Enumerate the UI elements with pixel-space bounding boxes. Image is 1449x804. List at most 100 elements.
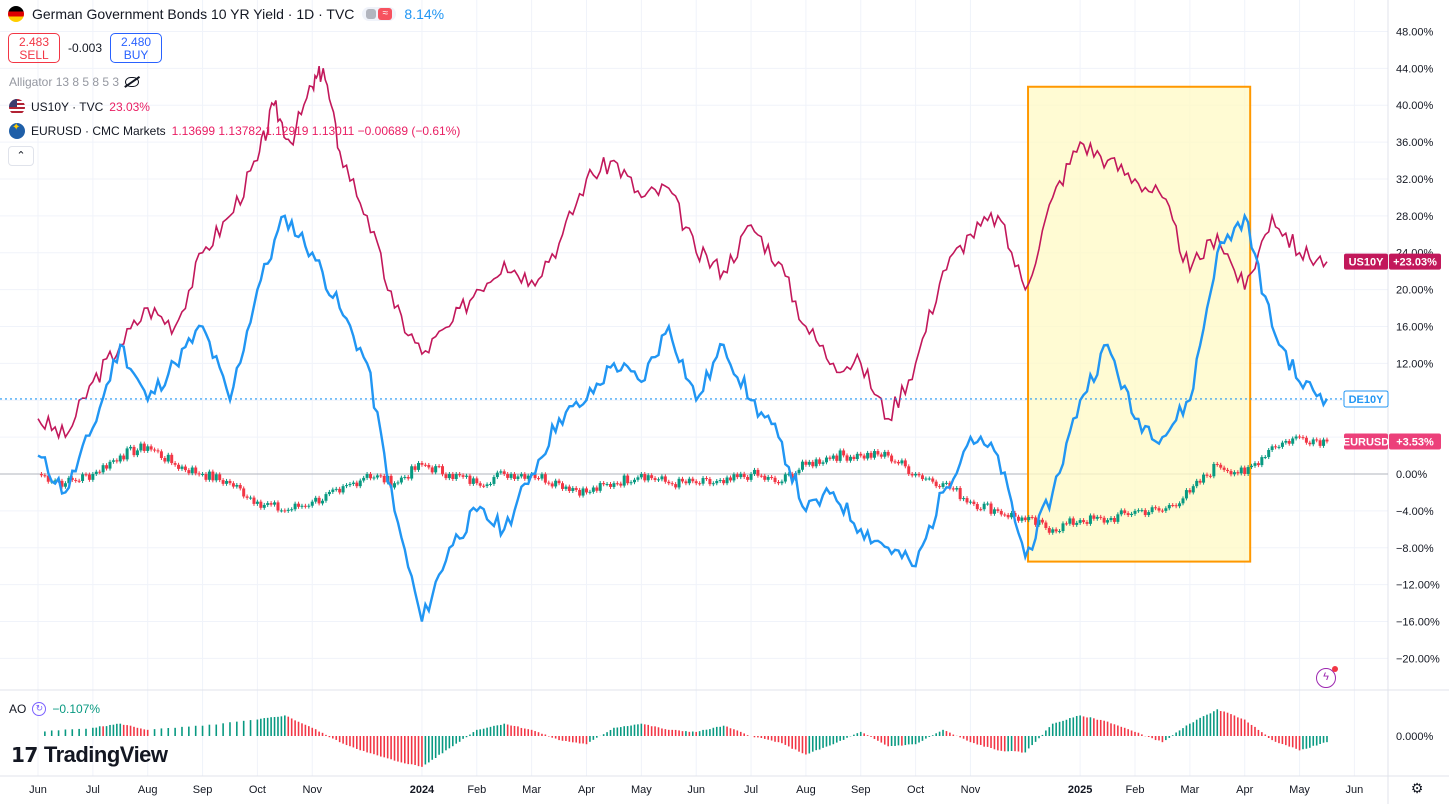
eurusd-candle	[1143, 510, 1147, 516]
eurusd-candle	[1280, 442, 1284, 447]
eurusd-candle	[550, 483, 554, 487]
ao-legend[interactable]: AO ↻ −0.107%	[9, 702, 100, 716]
us10y-legend[interactable]: US10Y · TVC 23.03%	[9, 99, 150, 115]
eurusd-candle	[437, 466, 441, 468]
eurusd-candle	[1198, 480, 1202, 483]
eurusd-candle	[369, 474, 373, 479]
eurusd-candle	[776, 482, 780, 484]
y-tick-label: 28.00%	[1396, 211, 1434, 223]
eurusd-candle	[1126, 513, 1130, 516]
eurusd-candle	[1256, 463, 1260, 466]
eurusd-candle	[848, 456, 852, 461]
eurusd-candle	[74, 479, 78, 481]
eurusd-candle	[818, 459, 822, 464]
eurusd-candle	[1294, 436, 1298, 439]
eurusd-candle	[924, 478, 928, 480]
us10y-line	[37, 65, 1328, 441]
eurusd-candle	[465, 475, 469, 477]
eurusd-candle	[1047, 527, 1051, 533]
alligator-indicator[interactable]: Alligator 13 8 5 8 5 3	[9, 75, 140, 89]
eurusd-candle	[1160, 510, 1164, 512]
eurusd-candle	[183, 466, 187, 471]
eurusd-candle	[1188, 490, 1192, 493]
eurusd-candle	[225, 480, 229, 484]
eurusd-candle	[986, 503, 990, 505]
eurusd-candle	[910, 473, 914, 476]
eurusd-candle	[132, 446, 136, 456]
tradingview-logo[interactable]: 𝟭𝟳 TradingView	[11, 742, 168, 768]
eurusd-candle	[105, 465, 109, 469]
buy-button[interactable]: 2.480 BUY	[110, 33, 163, 63]
eurusd-candle	[245, 496, 249, 498]
eurusd-candle	[571, 488, 575, 492]
eurusd-candle	[1085, 522, 1089, 524]
eurusd-candle	[338, 488, 342, 493]
eurusd-candle	[955, 488, 959, 490]
eurusd-candle	[252, 497, 256, 504]
eurusd-candle	[495, 472, 499, 478]
eurusd-candle	[1318, 440, 1322, 446]
eurusd-candle	[759, 475, 763, 477]
eurusd-candle	[787, 473, 791, 475]
eurusd-candle	[351, 482, 355, 484]
eurusd-candle	[660, 476, 664, 480]
series-value-tag	[1389, 253, 1441, 270]
series-value-label: +8.14%	[1396, 394, 1434, 406]
compare-toggle[interactable]: ≈	[362, 7, 397, 21]
eurusd-candle	[1010, 512, 1014, 518]
collapse-legend-button[interactable]: ⌃	[8, 146, 34, 166]
eurusd-candle	[170, 454, 174, 464]
symbol-title[interactable]: German Government Bonds 10 YR Yield · 1D…	[32, 6, 355, 22]
eurusd-candle	[348, 483, 352, 486]
series-value-label: +23.03%	[1393, 257, 1437, 269]
eurusd-candle	[783, 474, 787, 482]
eurusd-candle	[615, 483, 619, 485]
eurusd-candle	[345, 485, 349, 487]
eurusd-legend[interactable]: EURUSD · CMC Markets 1.13699 1.13782 1.1…	[9, 123, 460, 139]
eurusd-candle	[1123, 510, 1127, 514]
eurusd-candle	[489, 483, 493, 485]
eurusd-candle	[1133, 510, 1137, 514]
eurusd-candle	[862, 455, 866, 459]
x-tick-label: Nov	[961, 784, 981, 796]
eurusd-candle	[821, 462, 825, 464]
eurusd-candle	[423, 464, 427, 466]
flash-icon[interactable]: ϟ	[1316, 666, 1338, 688]
eurusd-candle	[694, 481, 698, 484]
y-tick-label: −8.00%	[1396, 543, 1434, 555]
eurusd-candle	[39, 474, 43, 476]
eurusd-candle	[177, 464, 181, 469]
eurusd-candle	[1274, 446, 1278, 448]
eurusd-candle	[677, 478, 681, 488]
x-tick-label: Aug	[138, 784, 158, 796]
x-tick-label: May	[1289, 784, 1310, 796]
eurusd-candle	[1130, 513, 1134, 516]
sell-button[interactable]: 2.483 SELL	[8, 33, 60, 63]
eurusd-candle	[749, 474, 753, 480]
gear-icon[interactable]: ⚙	[1410, 780, 1424, 796]
eurusd-candle	[564, 486, 568, 489]
series-name-label: EURUSD	[1343, 436, 1390, 448]
eurusd-candle	[1311, 439, 1315, 445]
eurusd-candle	[67, 477, 71, 484]
eurusd-candle	[142, 443, 146, 451]
eurusd-candle	[379, 475, 383, 477]
eurusd-candle	[629, 482, 633, 484]
eurusd-candle	[1092, 515, 1096, 519]
eurusd-candle	[561, 483, 565, 489]
refresh-icon[interactable]: ↻	[32, 702, 47, 716]
eurusd-candle	[60, 480, 64, 487]
y-tick-label: 32.00%	[1396, 174, 1434, 186]
eurusd-candle	[1236, 472, 1240, 474]
us10y-value: 23.03%	[109, 100, 150, 114]
eurusd-candle	[324, 494, 328, 501]
hidden-eye-icon[interactable]	[125, 77, 140, 87]
eurusd-candle	[722, 480, 726, 484]
eurusd-candle	[797, 469, 801, 474]
eurusd-candle	[187, 470, 191, 474]
eurusd-candle	[680, 478, 684, 482]
eurusd-candle	[276, 502, 280, 511]
eurusd-candle	[1202, 474, 1206, 483]
y-tick-label: −16.00%	[1396, 617, 1440, 629]
